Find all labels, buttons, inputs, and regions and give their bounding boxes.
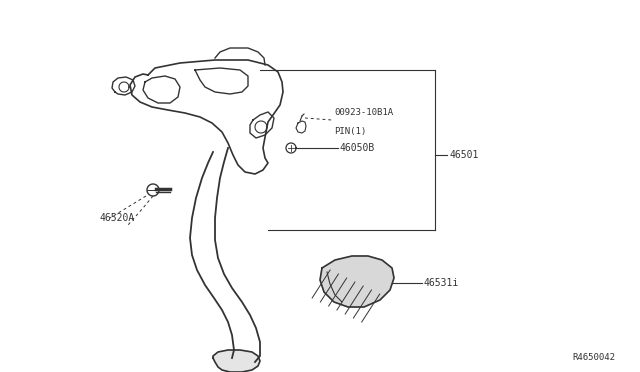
Text: R4650042: R4650042 <box>572 353 615 362</box>
Text: PIN(1): PIN(1) <box>334 127 366 136</box>
Text: 00923-10B1A: 00923-10B1A <box>334 108 393 117</box>
Polygon shape <box>320 256 394 307</box>
Text: 46520A: 46520A <box>100 213 135 223</box>
Text: 46050B: 46050B <box>340 143 375 153</box>
Polygon shape <box>213 350 260 372</box>
Text: 46501: 46501 <box>449 150 478 160</box>
Text: 46531i: 46531i <box>424 278 460 288</box>
